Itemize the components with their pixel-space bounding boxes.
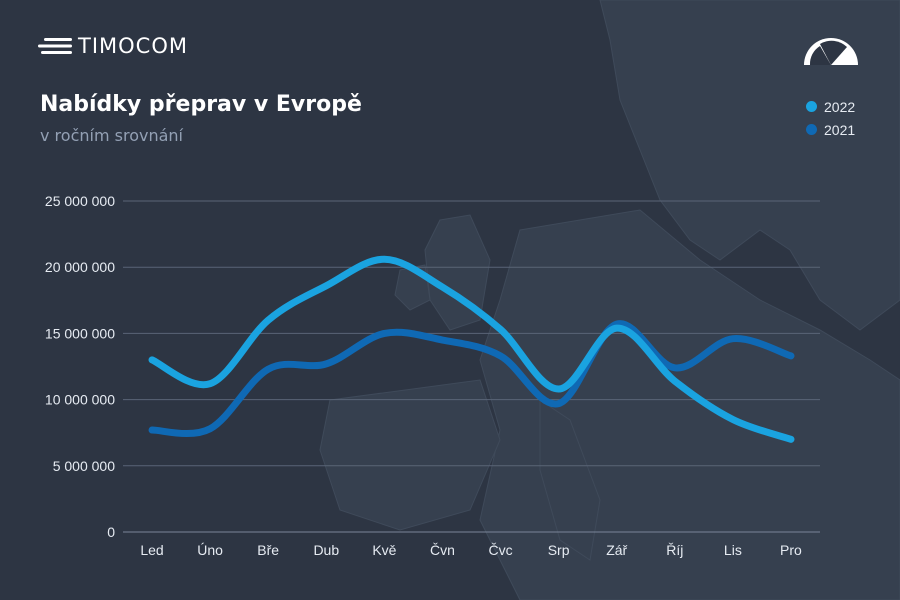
legend-swatch — [806, 101, 817, 112]
y-tick-label: 10 000 000 — [45, 392, 115, 408]
series-line-2022 — [148, 255, 795, 443]
legend-swatch — [806, 124, 817, 135]
chart-subtitle: v ročním srovnání — [40, 126, 183, 145]
brand-name: TIMOCOM — [78, 34, 188, 58]
x-tick-label: Úno — [197, 542, 223, 558]
x-tick-label: Lis — [724, 542, 742, 558]
y-tick-label: 20 000 000 — [45, 259, 115, 275]
timocom-speed-lines-icon — [38, 38, 72, 54]
grid-lines — [123, 200, 820, 533]
legend-item-2022[interactable]: 2022 — [806, 95, 855, 118]
y-tick-label: 25 000 000 — [45, 193, 115, 209]
brand-logo: TIMOCOM — [38, 34, 188, 58]
x-tick-label: Zář — [606, 542, 627, 558]
x-tick-label: Pro — [780, 542, 802, 558]
series-line-2021 — [148, 320, 795, 438]
legend-label: 2022 — [824, 98, 856, 115]
chart-title: Nabídky přeprav v Evropě — [40, 92, 362, 117]
y-tick-label: 5 000 000 — [53, 458, 115, 474]
legend-label: 2021 — [824, 121, 856, 138]
x-axis-labels: Led Úno Bře Dub Kvě Čvn Čvc Srp Zář Říj Lis Pro — [140, 542, 802, 558]
y-tick-label: 0 — [107, 524, 115, 540]
x-tick-label: Srp — [548, 542, 570, 558]
series-lines — [148, 255, 795, 443]
x-tick-label: Bře — [257, 542, 279, 558]
x-tick-label: Říj — [666, 542, 683, 558]
gauge-icon — [804, 38, 858, 65]
chart-legend: 2022 2021 — [806, 95, 855, 141]
x-tick-label: Kvě — [372, 542, 396, 558]
x-tick-label: Dub — [313, 542, 339, 558]
x-tick-label: Čvn — [430, 542, 455, 558]
x-tick-label: Led — [140, 542, 163, 558]
y-tick-label: 15 000 000 — [45, 325, 115, 341]
x-tick-label: Čvc — [488, 542, 512, 558]
legend-item-2021[interactable]: 2021 — [806, 118, 855, 141]
y-axis-labels: 0 5 000 000 10 000 000 15 000 000 20 000 000… — [45, 193, 115, 540]
